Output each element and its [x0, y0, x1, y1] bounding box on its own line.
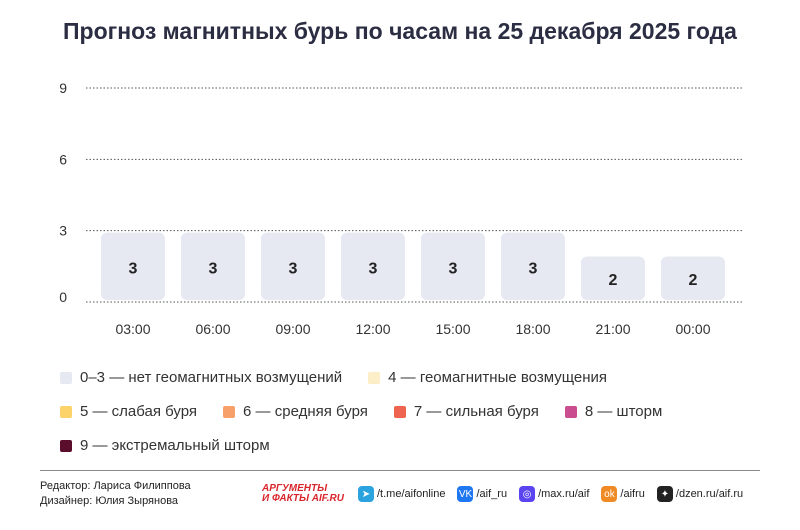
x-tick-label: 18:00: [515, 321, 550, 337]
ok-icon: ok: [601, 486, 618, 502]
legend-item: 9 — экстремальный шторм: [60, 437, 270, 454]
chart-title: Прогноз магнитных бурь по часам на 25 де…: [63, 18, 737, 44]
bar-value-label: 3: [369, 260, 378, 277]
x-tick-label: 21:00: [595, 321, 630, 337]
bar-value-label: 3: [529, 260, 538, 277]
x-tick-label: 15:00: [435, 321, 470, 337]
legend-item: 6 — средняя буря: [223, 403, 368, 420]
y-tick-label: 6: [59, 151, 67, 167]
y-tick-label: 0: [59, 289, 67, 305]
bar: [101, 232, 165, 300]
designer-credit: Дизайнер: Юлия Зырянова: [40, 495, 179, 507]
legend-label: 9 — экстремальный шторм: [80, 437, 270, 454]
legend-row-2: 5 — слабая буря 6 — средняя буря 7 — сильн…: [60, 403, 662, 420]
legend-item: 5 — слабая буря: [60, 403, 197, 420]
legend-swatch: [393, 405, 406, 418]
social-link[interactable]: ok/aifru: [601, 486, 645, 502]
social-links: АРГУМЕНТЫ И ФАКТЫ AIF.RU ➤/t.me/aifonline…: [262, 484, 747, 504]
bar: [501, 232, 565, 300]
legend-label: 0–3 — нет геомагнитных возмущений: [80, 369, 343, 386]
legend-row-1: 0–3 — нет геомагнитных возмущений 4 — гео…: [60, 369, 607, 386]
editor-credit: Редактор: Лариса Филиппова: [40, 480, 191, 492]
bar: [341, 232, 405, 300]
legend-swatch: [60, 371, 72, 384]
legend-swatch: [368, 371, 381, 384]
bar: [421, 232, 485, 300]
social-link[interactable]: VK/aif_ru: [457, 486, 508, 502]
divider: [40, 470, 760, 471]
aif-logo: АРГУМЕНТЫ И ФАКТЫ AIF.RU: [262, 483, 344, 504]
bar-value-label: 3: [209, 260, 218, 277]
credits: Редактор: Лариса Филиппова Дизайнер: Юли…: [40, 479, 191, 509]
legend-label: 8 — шторм: [584, 403, 663, 420]
vk-icon: VK: [457, 486, 474, 502]
bar-chart: 0 3 6 9 3 03:00 3 06:00 3 09:00 3 12:00 3 15:00 3 18:00…: [59, 80, 742, 337]
legend-label: 5 — слабая буря: [80, 403, 198, 420]
x-tick-label: 06:00: [195, 321, 230, 337]
social-link[interactable]: ✦/dzen.ru/aif.ru: [656, 486, 743, 502]
bar: [581, 256, 645, 300]
x-tick-label: 09:00: [275, 321, 310, 337]
y-tick-label: 9: [59, 80, 67, 96]
legend-item: 4 — геомагнитные возмущения: [368, 369, 607, 386]
legend-swatch: [60, 439, 72, 452]
bar: [261, 232, 325, 300]
legend-item: 8 — шторм: [564, 403, 663, 420]
bar-value-label: 3: [289, 260, 298, 277]
social-link[interactable]: ➤/t.me/aifonline: [358, 486, 445, 502]
legend-label: 6 — средняя буря: [243, 403, 368, 420]
legend-swatch: [60, 405, 72, 418]
x-tick-label: 00:00: [675, 321, 710, 337]
legend-swatch: [564, 405, 577, 418]
legend-swatch: [223, 405, 236, 418]
legend-row-3: 9 — экстремальный шторм: [60, 437, 270, 454]
social-link[interactable]: ◎/max.ru/aif: [519, 486, 589, 502]
y-tick-label: 3: [59, 223, 67, 239]
bar-value-label: 3: [449, 260, 458, 277]
bar: [181, 232, 245, 300]
telegram-icon: ➤: [358, 486, 374, 502]
bar-value-label: 2: [609, 272, 618, 289]
legend-label: 7 — сильная буря: [413, 403, 539, 420]
legend-label: 4 — геомагнитные возмущения: [388, 369, 608, 386]
bar-value-label: 2: [689, 272, 698, 289]
bar: [661, 256, 725, 300]
legend-item: 7 — сильная буря: [393, 403, 539, 420]
max-icon: ◎: [519, 486, 536, 502]
x-tick-label: 12:00: [355, 321, 390, 337]
legend-item: 0–3 — нет геомагнитных возмущений: [60, 369, 342, 386]
bar-value-label: 3: [129, 260, 138, 277]
dzen-icon: ✦: [656, 486, 673, 502]
x-tick-label: 03:00: [115, 321, 150, 337]
